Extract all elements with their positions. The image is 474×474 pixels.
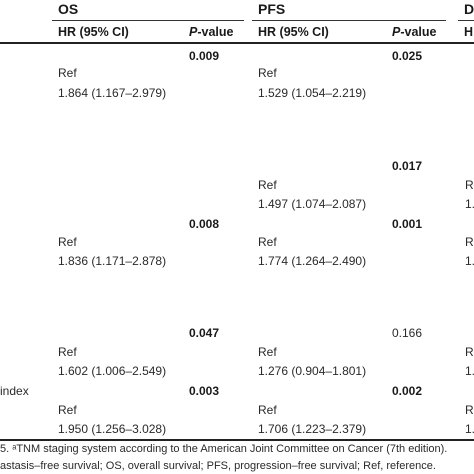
p-suffix: -value (197, 25, 234, 39)
os-p-header: P-value (189, 26, 233, 39)
p-italic: P (392, 25, 401, 39)
dm-hr-header: H (464, 25, 474, 39)
pfs-hr-value: 1.774 (1.264–2.490) (258, 254, 367, 268)
footnote-line-1: 5. ᵃTNM staging system according to the … (0, 443, 448, 455)
pfs-hr-value: 1.276 (0.904–1.801) (258, 364, 367, 378)
dm-hr-value: 1. (465, 364, 474, 378)
os-hr-header: HR (95% CI) (58, 25, 129, 39)
p-suffix: -value (400, 25, 437, 39)
dm-hr-value: 1. (465, 254, 474, 268)
pfs-ref: Ref (258, 235, 277, 249)
pfs-p-value: 0.002 (392, 384, 423, 398)
os-p-value: 0.047 (189, 326, 220, 340)
dm-ref: R (465, 345, 474, 359)
pfs-ref: Ref (258, 345, 277, 359)
pfs-hr-header: HR (95% CI) (258, 25, 329, 39)
os-hr-value: 1.864 (1.167–2.979) (58, 86, 167, 100)
row-label: index (0, 384, 29, 398)
pfs-ref: Ref (258, 66, 277, 80)
os-ref: Ref (58, 235, 77, 249)
pfs-p-value: 0.001 (392, 217, 423, 231)
pfs-p-header: P-value (392, 26, 436, 39)
pfs-hr-value: 1.706 (1.223–2.379) (258, 422, 367, 436)
pfs-p-value: 0.166 (392, 326, 423, 340)
os-ref: Ref (58, 345, 77, 359)
dm-ref: R (465, 403, 474, 417)
pfs-p-value: 0.017 (392, 159, 423, 173)
pfs-ref: Ref (258, 178, 277, 192)
header-os: OS (58, 1, 79, 17)
table-bottom-rule (0, 439, 474, 441)
header-dm: D (464, 1, 474, 17)
dm-group-rule (458, 20, 474, 21)
os-p-value: 0.003 (189, 384, 220, 398)
os-p-value: 0.008 (189, 217, 220, 231)
header-pfs: PFS (258, 1, 286, 17)
footnote-line-2: astasis–free survival; OS, overall survi… (0, 460, 436, 472)
os-group-rule (52, 20, 244, 21)
pfs-hr-value: 1.529 (1.054–2.219) (258, 86, 367, 100)
os-hr-value: 1.836 (1.171–2.878) (58, 254, 167, 268)
pfs-ref: Ref (258, 403, 277, 417)
header-bottom-rule (0, 42, 474, 44)
os-hr-value: 1.602 (1.006–2.549) (58, 364, 167, 378)
os-ref: Ref (58, 66, 77, 80)
dm-ref: R (465, 178, 474, 192)
p-italic: P (189, 25, 198, 39)
pfs-p-value: 0.025 (392, 49, 423, 63)
dm-ref: R (465, 235, 474, 249)
pfs-hr-value: 1.497 (1.074–2.087) (258, 197, 367, 211)
dm-hr-value: 1. (465, 422, 474, 436)
dm-hr-value: 1. (465, 197, 474, 211)
os-hr-value: 1.950 (1.256–3.028) (58, 422, 167, 436)
os-ref: Ref (58, 403, 77, 417)
pfs-group-rule (252, 20, 446, 21)
os-p-value: 0.009 (189, 49, 220, 63)
